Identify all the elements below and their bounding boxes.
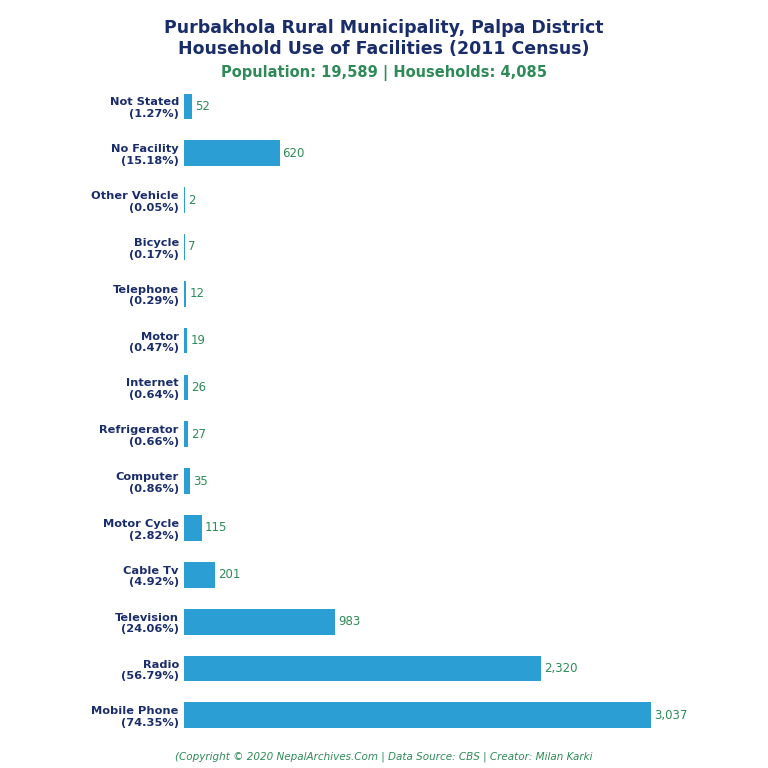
Text: 620: 620	[283, 147, 305, 160]
Bar	[184, 422, 188, 447]
Bar	[184, 515, 202, 541]
Bar	[184, 656, 541, 681]
Text: 3,037: 3,037	[654, 709, 687, 722]
Text: Population: 19,589 | Households: 4,085: Population: 19,589 | Households: 4,085	[221, 65, 547, 81]
Text: 2: 2	[187, 194, 195, 207]
Bar	[184, 141, 280, 166]
Bar	[184, 609, 336, 634]
Text: (Copyright © 2020 NepalArchives.Com | Data Source: CBS | Creator: Milan Karki: (Copyright © 2020 NepalArchives.Com | Da…	[175, 751, 593, 762]
Text: 12: 12	[189, 287, 204, 300]
Text: Household Use of Facilities (2011 Census): Household Use of Facilities (2011 Census…	[178, 40, 590, 58]
Text: 27: 27	[191, 428, 207, 441]
Text: 26: 26	[191, 381, 207, 394]
Bar	[184, 375, 188, 400]
Bar	[184, 468, 190, 494]
Text: 52: 52	[195, 100, 210, 113]
Text: 2,320: 2,320	[544, 662, 578, 675]
Bar	[184, 562, 215, 588]
Bar	[184, 94, 192, 119]
Text: 983: 983	[339, 615, 361, 628]
Text: 115: 115	[205, 521, 227, 535]
Bar	[184, 234, 185, 260]
Bar	[184, 328, 187, 353]
Text: 201: 201	[218, 568, 240, 581]
Bar	[184, 281, 186, 306]
Text: 35: 35	[193, 475, 207, 488]
Bar	[184, 703, 650, 728]
Text: Purbakhola Rural Municipality, Palpa District: Purbakhola Rural Municipality, Palpa Dis…	[164, 19, 604, 37]
Text: 7: 7	[188, 240, 196, 253]
Text: 19: 19	[190, 334, 205, 347]
